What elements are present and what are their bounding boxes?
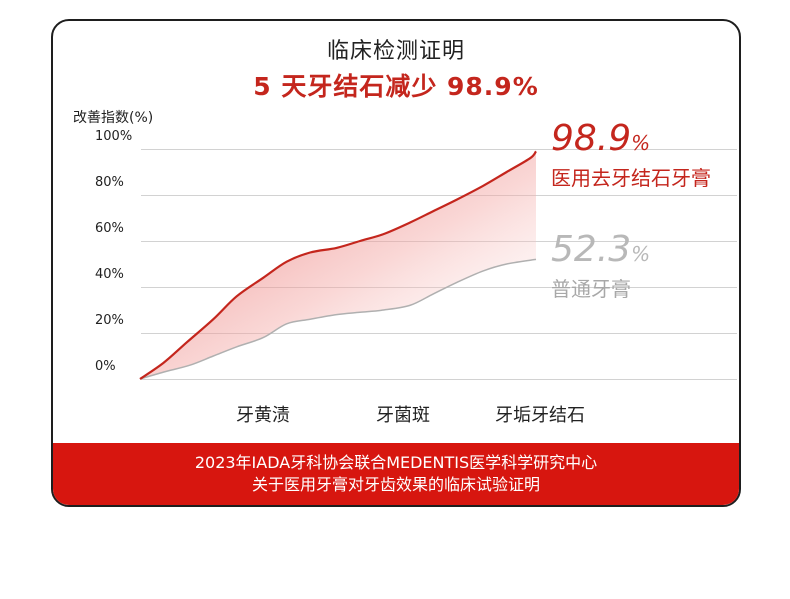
series-1-value-unit: % bbox=[631, 131, 651, 155]
gridline bbox=[141, 333, 737, 334]
y-tick-label: 20% bbox=[95, 313, 124, 328]
footer-line-2: 关于医用牙膏对牙齿效果的临床试验证明 bbox=[251, 475, 540, 494]
x-category-label: 牙菌斑 bbox=[376, 405, 430, 426]
y-tick-label: 80% bbox=[95, 175, 124, 190]
x-category-label: 牙黄渍 bbox=[236, 405, 290, 426]
footer-banner: 2023年IADA牙科协会联合MEDENTIS医学科学研究中心 关于医用牙膏对牙… bbox=[53, 443, 739, 505]
series-1-value-number: 98.9 bbox=[551, 118, 632, 159]
area-chart bbox=[139, 150, 537, 380]
series-2-label: 普通牙膏 bbox=[551, 277, 631, 301]
series-2-value-unit: % bbox=[631, 242, 651, 266]
y-tick-label: 60% bbox=[95, 221, 124, 236]
y-tick-label: 100% bbox=[95, 129, 133, 144]
gridline bbox=[141, 195, 737, 196]
x-category-label: 牙垢牙结石 bbox=[495, 405, 585, 426]
series-1-label: 医用去牙结石牙膏 bbox=[551, 166, 711, 190]
chart-title: 临床检测证明 bbox=[326, 39, 465, 64]
footer-line-1: 2023年IADA牙科协会联合MEDENTIS医学科学研究中心 bbox=[194, 453, 598, 472]
gridline bbox=[141, 149, 737, 150]
series-1-line bbox=[139, 150, 537, 380]
y-tick-label: 0% bbox=[95, 359, 116, 374]
y-tick-label: 40% bbox=[95, 267, 124, 282]
area-between-series bbox=[140, 151, 536, 379]
chart-subtitle: 5 天牙结石减少 98.9% bbox=[253, 72, 539, 101]
y-axis-label: 改善指数(%) bbox=[73, 110, 154, 126]
clinical-test-card: 临床检测证明 5 天牙结石减少 98.9% 改善指数(%) 100% 80% 60%… bbox=[51, 19, 741, 507]
series-1-value: 98.9% bbox=[551, 121, 650, 161]
series-2-line bbox=[139, 258, 537, 380]
series-2-value-number: 52.3 bbox=[551, 229, 632, 270]
gridline bbox=[141, 379, 737, 380]
series-2-value: 52.3% bbox=[551, 232, 650, 272]
